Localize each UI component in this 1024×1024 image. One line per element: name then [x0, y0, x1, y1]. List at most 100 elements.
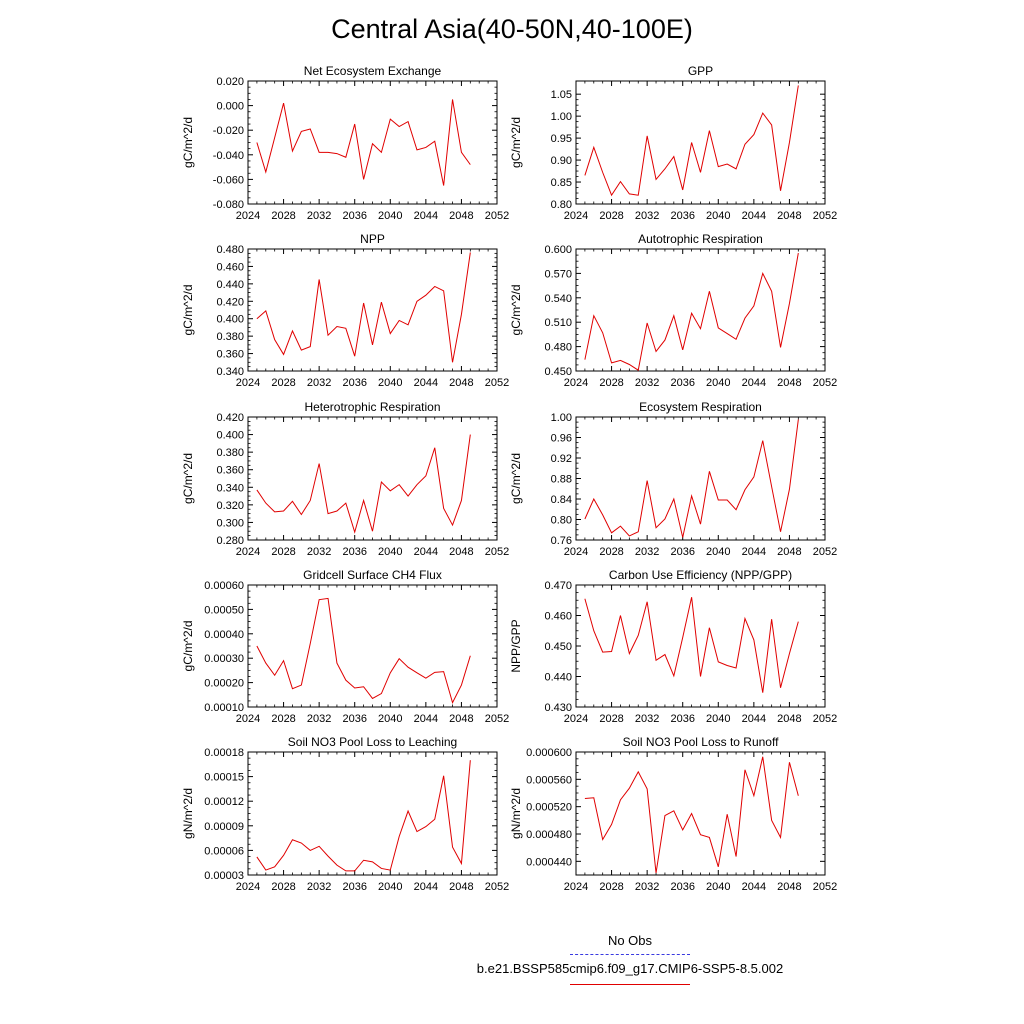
chart-panel-3: NPP gC/m^2/d 2024 2028 2032 2036 2040 2044 2048 2… — [181, 232, 509, 389]
x-tick-label: 2036 — [342, 210, 366, 222]
main-title: Central Asia(40-50N,40-100E) — [331, 14, 693, 44]
x-tick-label: 2028 — [271, 210, 295, 222]
panel-title: Gridcell Surface CH4 Flux — [303, 568, 442, 582]
y-tick-label: 0.470 — [544, 580, 572, 592]
x-tick-label: 2032 — [635, 377, 659, 389]
y-tick-label: 0.00009 — [204, 821, 244, 833]
y-tick-label: 0.96 — [551, 433, 572, 445]
y-tick-label: 0.000520 — [526, 802, 572, 814]
x-tick-label: 2032 — [635, 713, 659, 725]
y-axis-label: gC/m^2/d — [509, 117, 523, 168]
series-line — [584, 597, 799, 693]
y-tick-label: 0.320 — [216, 500, 244, 512]
series-line — [584, 756, 799, 874]
panel-title: NPP — [360, 232, 385, 246]
y-tick-label: 0.440 — [216, 279, 244, 291]
x-tick-label: 2024 — [564, 210, 588, 222]
x-tick-label: 2044 — [742, 546, 766, 558]
x-tick-label: 2032 — [307, 377, 331, 389]
x-tick-label: 2024 — [236, 210, 260, 222]
plot-frame — [575, 751, 826, 876]
y-tick-label: 0.000480 — [526, 829, 572, 841]
x-tick-label: 2052 — [485, 881, 509, 893]
y-tick-label: -0.040 — [213, 150, 244, 162]
legend-case-label: b.e21.BSSP585cmip6.f09_g17.CMIP6-SSP5-8.… — [476, 961, 784, 976]
x-tick-label: 2024 — [236, 713, 260, 725]
x-tick-label: 2040 — [706, 210, 730, 222]
y-tick-label: 0.600 — [544, 244, 572, 256]
x-tick-label: 2048 — [777, 881, 801, 893]
x-tick-label: 2040 — [378, 881, 402, 893]
y-axis-label: gC/m^2/d — [181, 285, 195, 336]
y-tick-label: 0.570 — [544, 268, 572, 280]
x-tick-label: 2032 — [307, 210, 331, 222]
x-tick-label: 2028 — [271, 546, 295, 558]
series-line — [256, 760, 471, 872]
x-tick-label: 2048 — [449, 210, 473, 222]
chart-panel-8: Carbon Use Efficiency (NPP/GPP) NPP/GPP 20… — [509, 568, 837, 725]
x-tick-label: 2028 — [599, 210, 623, 222]
y-tick-label: 1.05 — [551, 89, 572, 101]
x-tick-label: 2048 — [777, 210, 801, 222]
legend-obs-label: No Obs — [607, 933, 653, 948]
x-tick-label: 2048 — [449, 377, 473, 389]
x-tick-label: 2028 — [599, 377, 623, 389]
x-tick-label: 2040 — [378, 546, 402, 558]
x-tick-label: 2036 — [670, 210, 694, 222]
x-tick-label: 2040 — [706, 546, 730, 558]
y-tick-label: 1.00 — [551, 111, 572, 123]
y-tick-label: 0.00018 — [204, 747, 244, 759]
legend-case-line — [570, 984, 690, 985]
series-line — [584, 85, 799, 197]
y-tick-label: 0.450 — [544, 641, 572, 653]
y-tick-label: 0.020 — [216, 76, 244, 88]
y-tick-label: 0.00015 — [204, 772, 244, 784]
y-axis-label: gC/m^2/d — [181, 621, 195, 672]
y-tick-label: 0.00006 — [204, 845, 244, 857]
y-tick-label: 0.85 — [551, 177, 572, 189]
y-axis-label: gC/m^2/d — [181, 453, 195, 504]
y-tick-label: 0.460 — [544, 611, 572, 623]
y-tick-label: 0.000560 — [526, 774, 572, 786]
y-tick-label: 0.92 — [551, 453, 572, 465]
x-tick-label: 2028 — [271, 377, 295, 389]
x-tick-label: 2040 — [706, 377, 730, 389]
y-tick-label: 0.80 — [551, 199, 572, 211]
x-tick-label: 2052 — [485, 713, 509, 725]
chart-panel-7: Gridcell Surface CH4 Flux gC/m^2/d 2024 202… — [181, 568, 509, 725]
chart-panel-9: Soil NO3 Pool Loss to Leaching gN/m^2/d 20… — [181, 735, 509, 893]
y-tick-label: 0.420 — [216, 296, 244, 308]
plot-frame — [247, 416, 498, 541]
y-tick-label: 0.00040 — [204, 629, 244, 641]
y-tick-label: -0.060 — [213, 174, 244, 186]
x-tick-label: 2032 — [635, 546, 659, 558]
y-tick-label: 0.00020 — [204, 678, 244, 690]
x-tick-label: 2044 — [414, 377, 438, 389]
y-tick-label: -0.080 — [213, 199, 244, 211]
x-tick-label: 2036 — [342, 713, 366, 725]
y-axis-label: gC/m^2/d — [509, 285, 523, 336]
y-axis-label: gC/m^2/d — [181, 117, 195, 168]
x-tick-label: 2048 — [449, 881, 473, 893]
chart-panel-1: Net Ecosystem Exchange gC/m^2/d 2024 2028 20… — [181, 64, 509, 222]
y-tick-label: 0.88 — [551, 474, 572, 486]
panel-title: Autotrophic Respiration — [638, 232, 763, 246]
x-tick-label: 2036 — [670, 881, 694, 893]
x-tick-label: 2024 — [236, 377, 260, 389]
y-tick-label: 0.95 — [551, 133, 572, 145]
y-tick-label: 0.84 — [551, 494, 572, 506]
x-tick-label: 2024 — [564, 377, 588, 389]
y-tick-label: 0.480 — [544, 342, 572, 354]
series-line — [256, 252, 471, 363]
chart-panel-10: Soil NO3 Pool Loss to Runoff gN/m^2/d 2024… — [509, 735, 837, 893]
y-tick-label: 0.460 — [216, 261, 244, 273]
y-tick-label: 0.00050 — [204, 604, 244, 616]
panel-title: Heterotrophic Respiration — [304, 400, 440, 414]
y-tick-label: 0.280 — [216, 535, 244, 547]
y-tick-label: 0.360 — [216, 465, 244, 477]
x-tick-label: 2036 — [670, 377, 694, 389]
x-tick-label: 2048 — [449, 546, 473, 558]
series-line — [256, 434, 471, 534]
series-line — [256, 99, 471, 186]
